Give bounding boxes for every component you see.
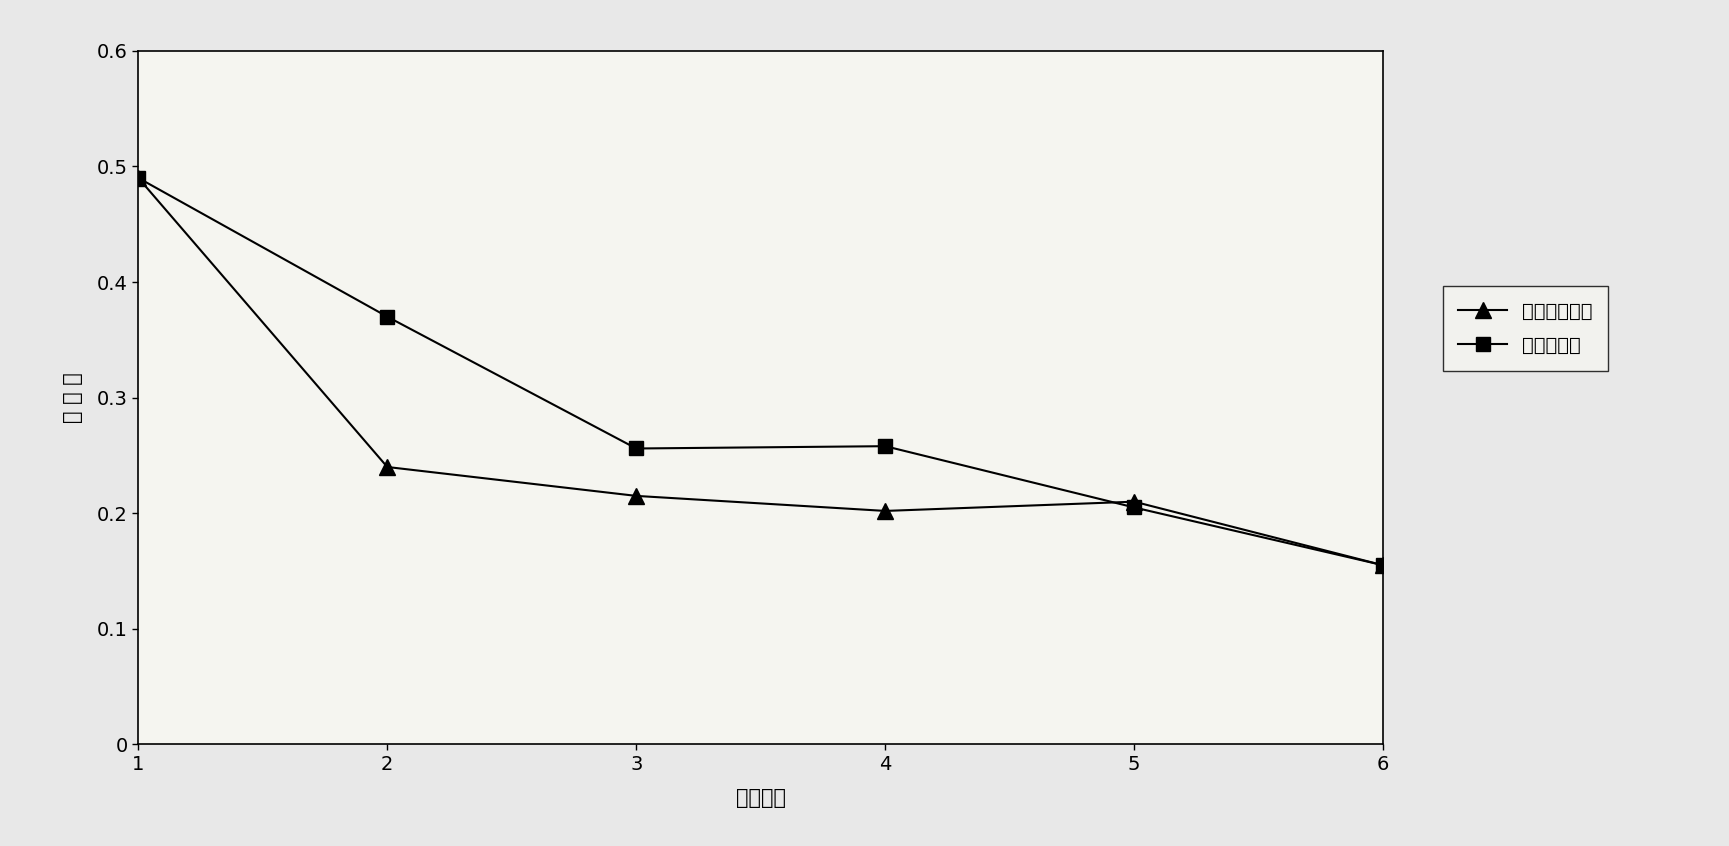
三尖杉酸碱 [1124,503,1145,513]
Line: 三尖杉酸碱: 三尖杉酸碱 [131,171,1390,572]
高三尖杉酸碱 [626,491,647,501]
高三尖杉酸碱 [128,173,149,183]
三尖杉酸碱 [128,173,149,183]
Line: 高三尖杉酸碱: 高三尖杉酸碱 [131,170,1390,573]
三尖杉酸碱 [626,443,647,453]
Y-axis label: 吸 光 値: 吸 光 値 [62,372,83,423]
三尖杉酸碱 [377,311,398,321]
X-axis label: 药物浓度: 药物浓度 [737,788,785,808]
高三尖杉酸碱 [875,506,896,516]
三尖杉酸碱 [1373,560,1394,570]
Legend: 高三尖杉酸碱, 三尖杉酸碱: 高三尖杉酸碱, 三尖杉酸碱 [1442,286,1608,371]
三尖杉酸碱 [875,441,896,451]
高三尖杉酸碱 [1373,560,1394,570]
高三尖杉酸碱 [377,462,398,472]
高三尖杉酸碱 [1124,497,1145,507]
